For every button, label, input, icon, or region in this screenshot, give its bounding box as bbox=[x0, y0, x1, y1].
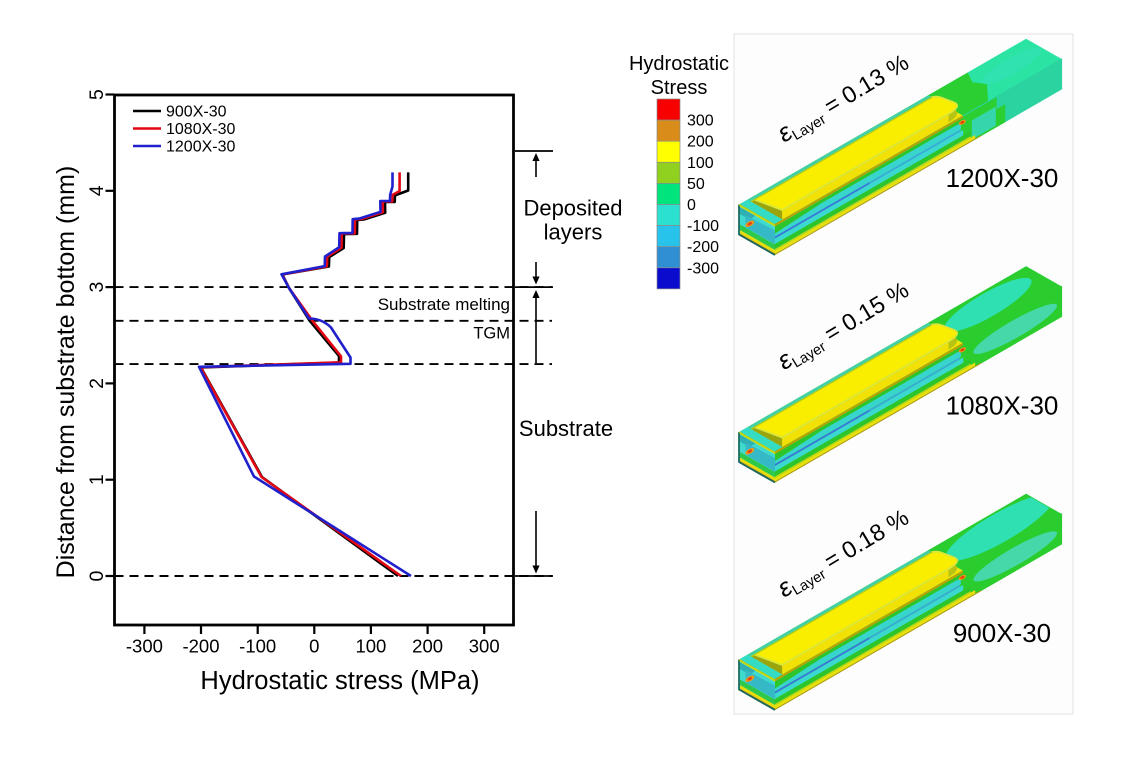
svg-text:900X-30: 900X-30 bbox=[953, 618, 1051, 648]
svg-text:Substrate melting: Substrate melting bbox=[378, 295, 510, 314]
svg-text:Distance from substrate bottom: Distance from substrate bottom (mm) bbox=[52, 166, 80, 579]
svg-text:layers: layers bbox=[544, 220, 603, 245]
svg-text:-200: -200 bbox=[182, 636, 219, 657]
svg-text:1080X-30: 1080X-30 bbox=[946, 391, 1059, 421]
svg-text:5: 5 bbox=[86, 89, 108, 100]
svg-text:100: 100 bbox=[355, 636, 386, 657]
svg-text:TGM: TGM bbox=[473, 325, 510, 343]
svg-text:-100: -100 bbox=[239, 636, 276, 657]
svg-text:50: 50 bbox=[687, 176, 705, 193]
svg-text:0: 0 bbox=[86, 570, 108, 581]
svg-text:1080X-30: 1080X-30 bbox=[166, 121, 235, 138]
svg-text:-200: -200 bbox=[687, 239, 719, 256]
svg-text:Stress: Stress bbox=[651, 77, 708, 99]
svg-text:-300: -300 bbox=[687, 260, 719, 277]
svg-text:0: 0 bbox=[309, 636, 319, 657]
svg-text:300: 300 bbox=[687, 113, 714, 130]
svg-text:0: 0 bbox=[687, 197, 696, 214]
svg-text:Substrate: Substrate bbox=[519, 416, 613, 441]
svg-text:100: 100 bbox=[687, 155, 714, 172]
svg-text:Deposited: Deposited bbox=[523, 196, 622, 221]
svg-text:1: 1 bbox=[86, 474, 108, 485]
svg-text:200: 200 bbox=[687, 134, 714, 151]
svg-text:-100: -100 bbox=[687, 218, 719, 235]
svg-text:200: 200 bbox=[412, 636, 443, 657]
svg-text:4: 4 bbox=[86, 185, 108, 196]
svg-text:Hydrostatic stress (MPa): Hydrostatic stress (MPa) bbox=[200, 667, 479, 695]
svg-text:1200X-30: 1200X-30 bbox=[166, 139, 235, 156]
svg-text:3: 3 bbox=[86, 282, 108, 293]
svg-text:1200X-30: 1200X-30 bbox=[946, 163, 1059, 193]
svg-text:2: 2 bbox=[86, 378, 108, 389]
svg-text:-300: -300 bbox=[126, 636, 163, 657]
svg-text:900X-30: 900X-30 bbox=[166, 104, 227, 121]
svg-text:300: 300 bbox=[469, 636, 500, 657]
svg-text:Hydrostatic: Hydrostatic bbox=[629, 53, 729, 75]
